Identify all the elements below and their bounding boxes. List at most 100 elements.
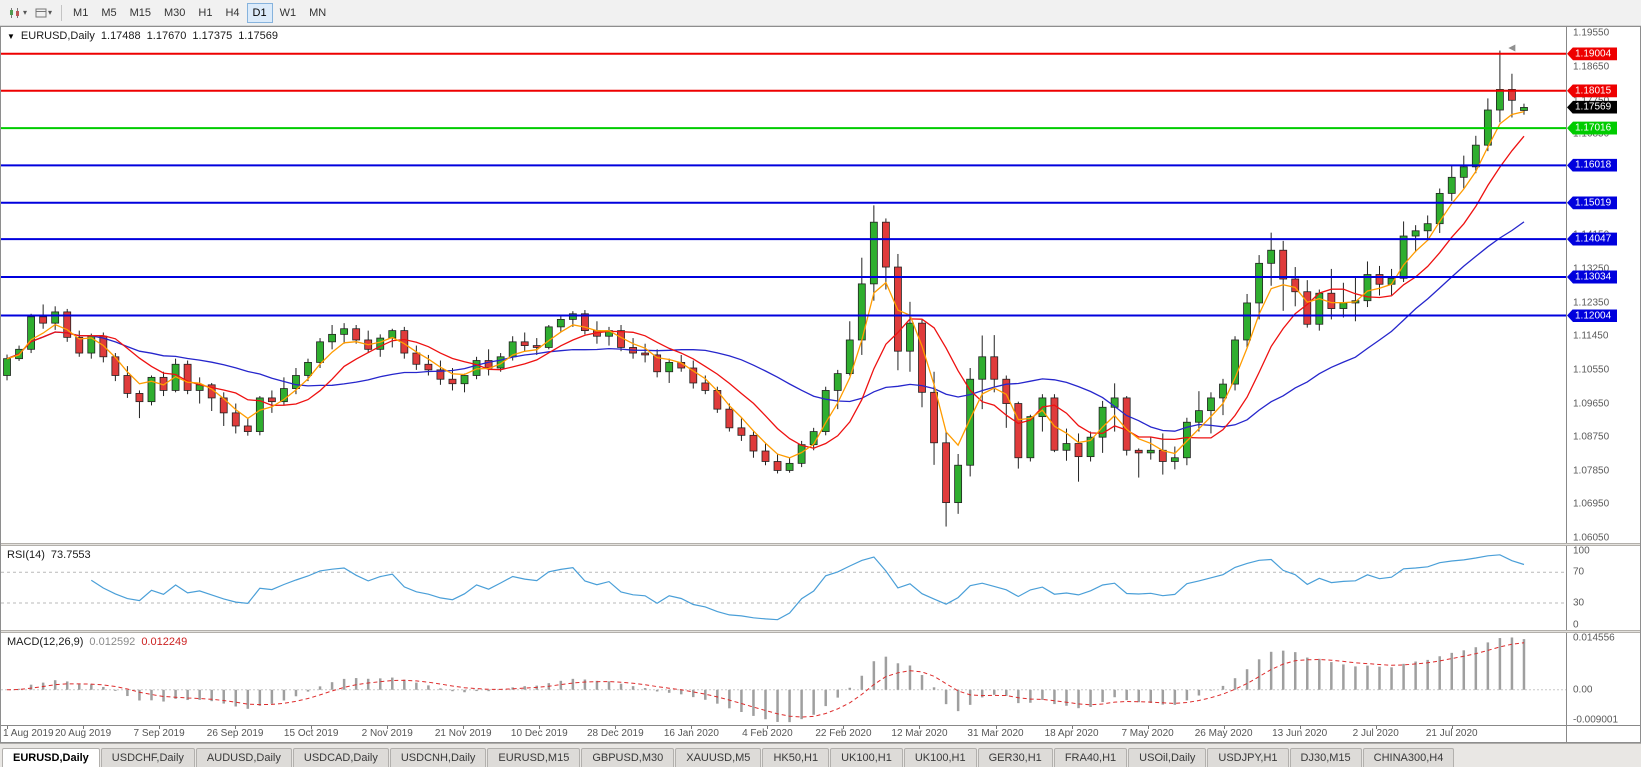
price-tick-label: 1.13250 [1573, 263, 1610, 275]
price-tick-label: 1.12350 [1573, 297, 1610, 309]
chart-template-button[interactable]: ▾ [31, 3, 56, 23]
chart-tab-xauusd-m5[interactable]: XAUUSD,M5 [675, 748, 762, 767]
date-tick-label: 31 Mar 2020 [967, 728, 1024, 739]
chart-tab-eurusd-daily[interactable]: EURUSD,Daily [2, 748, 100, 767]
timeframe-button-h4[interactable]: H4 [219, 3, 245, 23]
candle-body-up [1146, 449, 1155, 454]
candle-body-up [1255, 262, 1264, 304]
pane-separator[interactable] [1, 630, 1640, 633]
timeframe-button-m1[interactable]: M1 [67, 3, 94, 23]
candle-body-down [881, 221, 890, 268]
date-tick-label: 2 Nov 2019 [361, 728, 413, 739]
chart-tab-china300-h4[interactable]: CHINA300,H4 [1362, 748, 1455, 767]
candle-body-down [749, 434, 758, 452]
chart-tab-fra40-h1[interactable]: FRA40,H1 [1053, 748, 1128, 767]
chart-tab-uk100-h1[interactable]: UK100,H1 [830, 748, 903, 767]
time-tick [235, 726, 237, 729]
candle-body-down [942, 442, 950, 504]
chart-tabbar: EURUSD,Daily USDCHF,Daily AUDUSD,Daily USDC… [0, 743, 1641, 767]
chevron-down-icon: ▾ [48, 8, 53, 17]
candle-body-up [1411, 230, 1420, 237]
candle-body-down [135, 393, 144, 403]
price-line-tag: 1.16018 [1567, 158, 1617, 172]
candle-body-down [1074, 443, 1083, 458]
price-tick-label: 0.014556 [1573, 633, 1615, 644]
candle-body-down [231, 412, 240, 427]
price-chart-canvas[interactable] [1, 27, 1566, 543]
chart-tab-usdcad-daily[interactable]: USDCAD,Daily [292, 748, 389, 767]
rsi-plot[interactable] [1, 546, 1566, 630]
price-tick-label: 1.10550 [1573, 364, 1610, 376]
chart-tab-usdjpy-h1[interactable]: USDJPY,H1 [1207, 748, 1289, 767]
price-tick-label: 1.08750 [1573, 431, 1610, 443]
candle-body-up [292, 375, 300, 389]
macd-canvas[interactable] [1, 633, 1566, 725]
candle-body-up [966, 378, 975, 466]
timeframe-button-h1[interactable]: H1 [192, 3, 218, 23]
pane-separator[interactable] [1, 543, 1640, 546]
chart-tab-usdcnh-daily[interactable]: USDCNH,Daily [389, 748, 487, 767]
timeframe-button-d1[interactable]: D1 [246, 2, 273, 23]
candle-body-down [1002, 378, 1011, 404]
candle-body-up [460, 375, 469, 385]
chart-tab-gbpusd-m30[interactable]: GBPUSD,M30 [581, 748, 675, 767]
candle-body-down [641, 352, 650, 356]
time-axis[interactable]: 1 Aug 2019 20 Aug 2019 7 Sep 2019 26 Sep 20… [1, 725, 1640, 742]
candle-body-up [954, 464, 963, 504]
macd-axis[interactable]: 0.014556 0.00 -0.009001 [1566, 633, 1640, 725]
moving-average-fast [6, 110, 1525, 459]
chart-tab-usdchf-daily[interactable]: USDCHF,Daily [100, 748, 195, 767]
rsi-canvas[interactable] [1, 546, 1566, 630]
candle-body-up [1098, 406, 1107, 438]
chart-tab-hk50-h1[interactable]: HK50,H1 [762, 748, 830, 767]
candle-body-down [737, 427, 746, 436]
candle-body-down [1050, 397, 1059, 451]
candle-body-up [1399, 235, 1408, 279]
chart-tab-dj30-m15[interactable]: DJ30,M15 [1289, 748, 1362, 767]
price-axis[interactable]: 1.195501.186501.177501.168501.159501.150… [1566, 27, 1640, 543]
timeframe-button-m30[interactable]: M30 [158, 3, 191, 23]
candle-body-down [1375, 274, 1384, 285]
time-axis-corner [1566, 726, 1640, 742]
chart-tab-eurusd-m15[interactable]: EURUSD,M15 [487, 748, 581, 767]
candle-body-down [761, 450, 770, 462]
candle-body-up [1447, 176, 1456, 194]
price-chart-plot[interactable] [1, 27, 1566, 543]
time-tick [843, 726, 845, 729]
macd-plot[interactable] [1, 633, 1566, 725]
price-line-tag: 1.19004 [1567, 47, 1617, 61]
candle-body-up [833, 373, 842, 391]
timeframe-button-m15[interactable]: M15 [124, 3, 157, 23]
time-tick [1223, 726, 1225, 729]
chart-tab-audusd-daily[interactable]: AUDUSD,Daily [195, 748, 292, 767]
candle-body-up [147, 376, 156, 403]
timeframe-button-mn[interactable]: MN [303, 3, 332, 23]
chart-tab-ger30-h1[interactable]: GER30,H1 [977, 748, 1053, 767]
candle-body-up [1496, 89, 1504, 111]
timeframe-button-m5[interactable]: M5 [95, 3, 122, 23]
candle-body-up [869, 221, 878, 285]
price-line-tag: 1.18015 [1567, 84, 1617, 98]
date-tick-label: 18 Apr 2020 [1044, 728, 1099, 739]
price-tick-label: -0.009001 [1573, 714, 1619, 726]
candle-body-up [340, 328, 349, 335]
candle-body-down [918, 322, 926, 393]
date-tick-label: 20 Aug 2019 [54, 728, 112, 739]
chart-tab-usoil-daily[interactable]: USOil,Daily [1128, 748, 1207, 767]
chart-type-button[interactable]: ▾ [4, 3, 31, 23]
rsi-axis[interactable]: 100 70 30 0 [1566, 546, 1640, 630]
candle-body-down [123, 375, 132, 394]
candle-body-down [773, 461, 782, 471]
date-tick-label: 13 Jun 2020 [1272, 728, 1328, 739]
chart-tab-uk100-h1[interactable]: UK100,H1 [903, 748, 977, 767]
candle-body-down [63, 311, 72, 338]
price-tick-label: 1.07850 [1573, 465, 1610, 477]
candle-body-up [1170, 457, 1179, 462]
candle-body-up [1520, 107, 1528, 111]
date-tick-label: 7 Sep 2019 [133, 728, 185, 739]
timeframe-button-w1[interactable]: W1 [274, 3, 303, 23]
candle-body-down [1303, 291, 1312, 325]
main-chart-pane: 1.195501.186501.177501.168501.159501.150… [1, 27, 1640, 543]
date-tick-label: 4 Feb 2020 [742, 728, 793, 739]
rsi-pane: 100 70 30 0 RSI(14) 73.7553 [1, 546, 1640, 630]
